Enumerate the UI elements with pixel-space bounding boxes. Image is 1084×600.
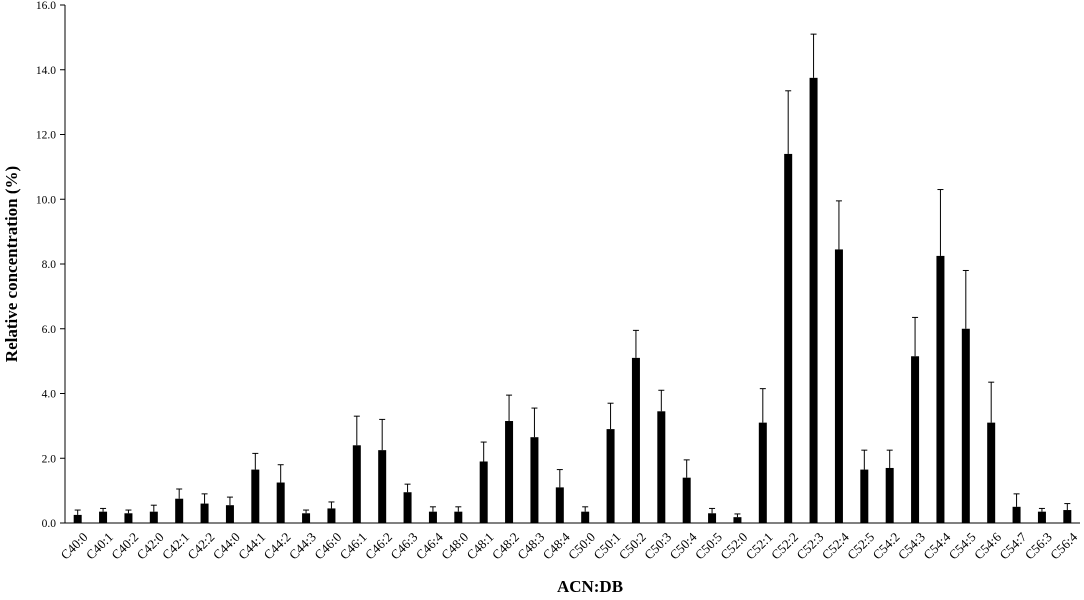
- bar-c42-2: [200, 503, 209, 523]
- x-tick-label: C46:0: [311, 529, 344, 562]
- x-tick-label: C44:0: [210, 529, 243, 562]
- bar-c40-0: [73, 514, 82, 523]
- x-tick-label: C52:4: [819, 529, 852, 562]
- bar-c54-7: [1012, 506, 1021, 523]
- y-axis-title: Relative concentration (%): [2, 166, 21, 362]
- x-tick-label: C40:0: [58, 529, 91, 562]
- y-tick-label: 4.0: [42, 389, 57, 401]
- x-tick-label: C42:0: [134, 529, 167, 562]
- bar-c54-3: [911, 356, 920, 523]
- y-tick-label: 8.0: [42, 259, 57, 271]
- bar-c50-0: [581, 511, 590, 523]
- x-tick-label: C48:1: [464, 529, 497, 562]
- bar-c52-3: [809, 77, 818, 523]
- x-tick-label: C54:5: [946, 529, 979, 562]
- x-tick-label: C50:1: [590, 529, 623, 562]
- x-tick-label: C50:5: [692, 529, 725, 562]
- bar-c52-0: [733, 517, 742, 523]
- bar-c48-1: [479, 461, 488, 523]
- bar-c48-0: [454, 511, 463, 523]
- x-tick-label: C44:1: [235, 529, 268, 562]
- x-tick-label: C52:0: [717, 529, 750, 562]
- bar-c50-3: [657, 411, 666, 523]
- bar-c46-2: [378, 450, 387, 523]
- bar-c46-4: [428, 511, 437, 523]
- y-tick-label: 10.0: [36, 194, 56, 206]
- x-tick-label: C48:2: [489, 529, 522, 562]
- y-axis-ticks: 0.0 2.0 4.0 6.0 8.0 10.0 12.0 14.0 16.0: [36, 0, 65, 530]
- x-tick-label: C48:4: [540, 529, 573, 562]
- y-tick-label: 12.0: [36, 130, 56, 142]
- x-tick-label: C54:4: [920, 529, 953, 562]
- x-tick-label: C48:3: [514, 529, 547, 562]
- bar-c52-2: [784, 153, 793, 524]
- x-tick-label: C52:1: [743, 529, 776, 562]
- x-tick-label: C52:3: [793, 529, 826, 562]
- x-tick-label: C54:2: [870, 529, 903, 562]
- bar-c52-1: [758, 422, 767, 523]
- x-tick-label: C44:2: [261, 529, 294, 562]
- bar-c48-3: [530, 437, 539, 523]
- bar-c48-4: [555, 487, 564, 523]
- bar-c44-3: [302, 513, 311, 523]
- bar-c46-1: [352, 445, 361, 523]
- x-tick-label: C40:1: [83, 529, 116, 562]
- y-tick-label: 6.0: [42, 324, 57, 336]
- bar-c50-2: [631, 357, 640, 523]
- x-tick-label: C44:3: [286, 529, 319, 562]
- x-tick-label: C42:2: [184, 529, 217, 562]
- bar-c56-3: [1037, 511, 1046, 523]
- bar-c54-6: [987, 422, 996, 523]
- y-tick-label: 2.0: [42, 453, 57, 465]
- x-axis-title: ACN:DB: [557, 577, 623, 596]
- x-tick-label: C52:5: [844, 529, 877, 562]
- x-axis-labels: C40:0C40:1C40:2C42:0C42:1C42:2C44:0C44:1…: [58, 529, 1081, 562]
- error-bars-group: [74, 33, 1071, 518]
- bar-c44-0: [225, 505, 234, 523]
- x-tick-label: C50:3: [641, 529, 674, 562]
- x-tick-label: C48:0: [438, 529, 471, 562]
- bar-c42-1: [175, 498, 184, 523]
- x-tick-label: C42:1: [159, 529, 192, 562]
- bar-c42-0: [149, 511, 158, 523]
- x-tick-label: C46:1: [337, 529, 370, 562]
- x-tick-label: C52:2: [768, 529, 801, 562]
- bar-c40-2: [124, 513, 133, 523]
- bar-c48-2: [505, 421, 514, 523]
- bar-c46-0: [327, 508, 336, 523]
- x-tick-label: C50:0: [565, 529, 598, 562]
- x-tick-label: C50:4: [667, 529, 700, 562]
- bar-c44-2: [276, 482, 285, 523]
- x-tick-label: C50:2: [616, 529, 649, 562]
- y-tick-label: 14.0: [36, 65, 56, 77]
- bar-c54-2: [885, 467, 894, 523]
- bar-c52-4: [834, 249, 843, 523]
- x-tick-label: C40:2: [108, 529, 141, 562]
- bar-c46-3: [403, 492, 412, 523]
- x-tick-label: C56:3: [1022, 529, 1055, 562]
- x-tick-label: C56:4: [1047, 529, 1080, 562]
- x-tick-label: C46:3: [387, 529, 420, 562]
- bar-c56-4: [1063, 510, 1072, 523]
- bar-c54-5: [961, 328, 970, 523]
- x-tick-label: C54:3: [895, 529, 928, 562]
- bar-c54-4: [936, 255, 945, 523]
- x-tick-label: C46:4: [413, 529, 446, 562]
- x-tick-label: C46:2: [362, 529, 395, 562]
- bar-c52-5: [860, 469, 869, 523]
- bar-c50-4: [682, 477, 691, 523]
- bar-c44-1: [251, 469, 260, 523]
- y-tick-label: 0.0: [42, 518, 57, 530]
- bar-c50-1: [606, 429, 615, 523]
- bars-group: [73, 77, 1072, 524]
- bar-c40-1: [99, 511, 108, 523]
- x-tick-label: C54:6: [971, 529, 1004, 562]
- bar-c50-5: [708, 513, 717, 523]
- y-tick-label: 16.0: [36, 0, 56, 12]
- x-tick-label: C54:7: [996, 529, 1029, 562]
